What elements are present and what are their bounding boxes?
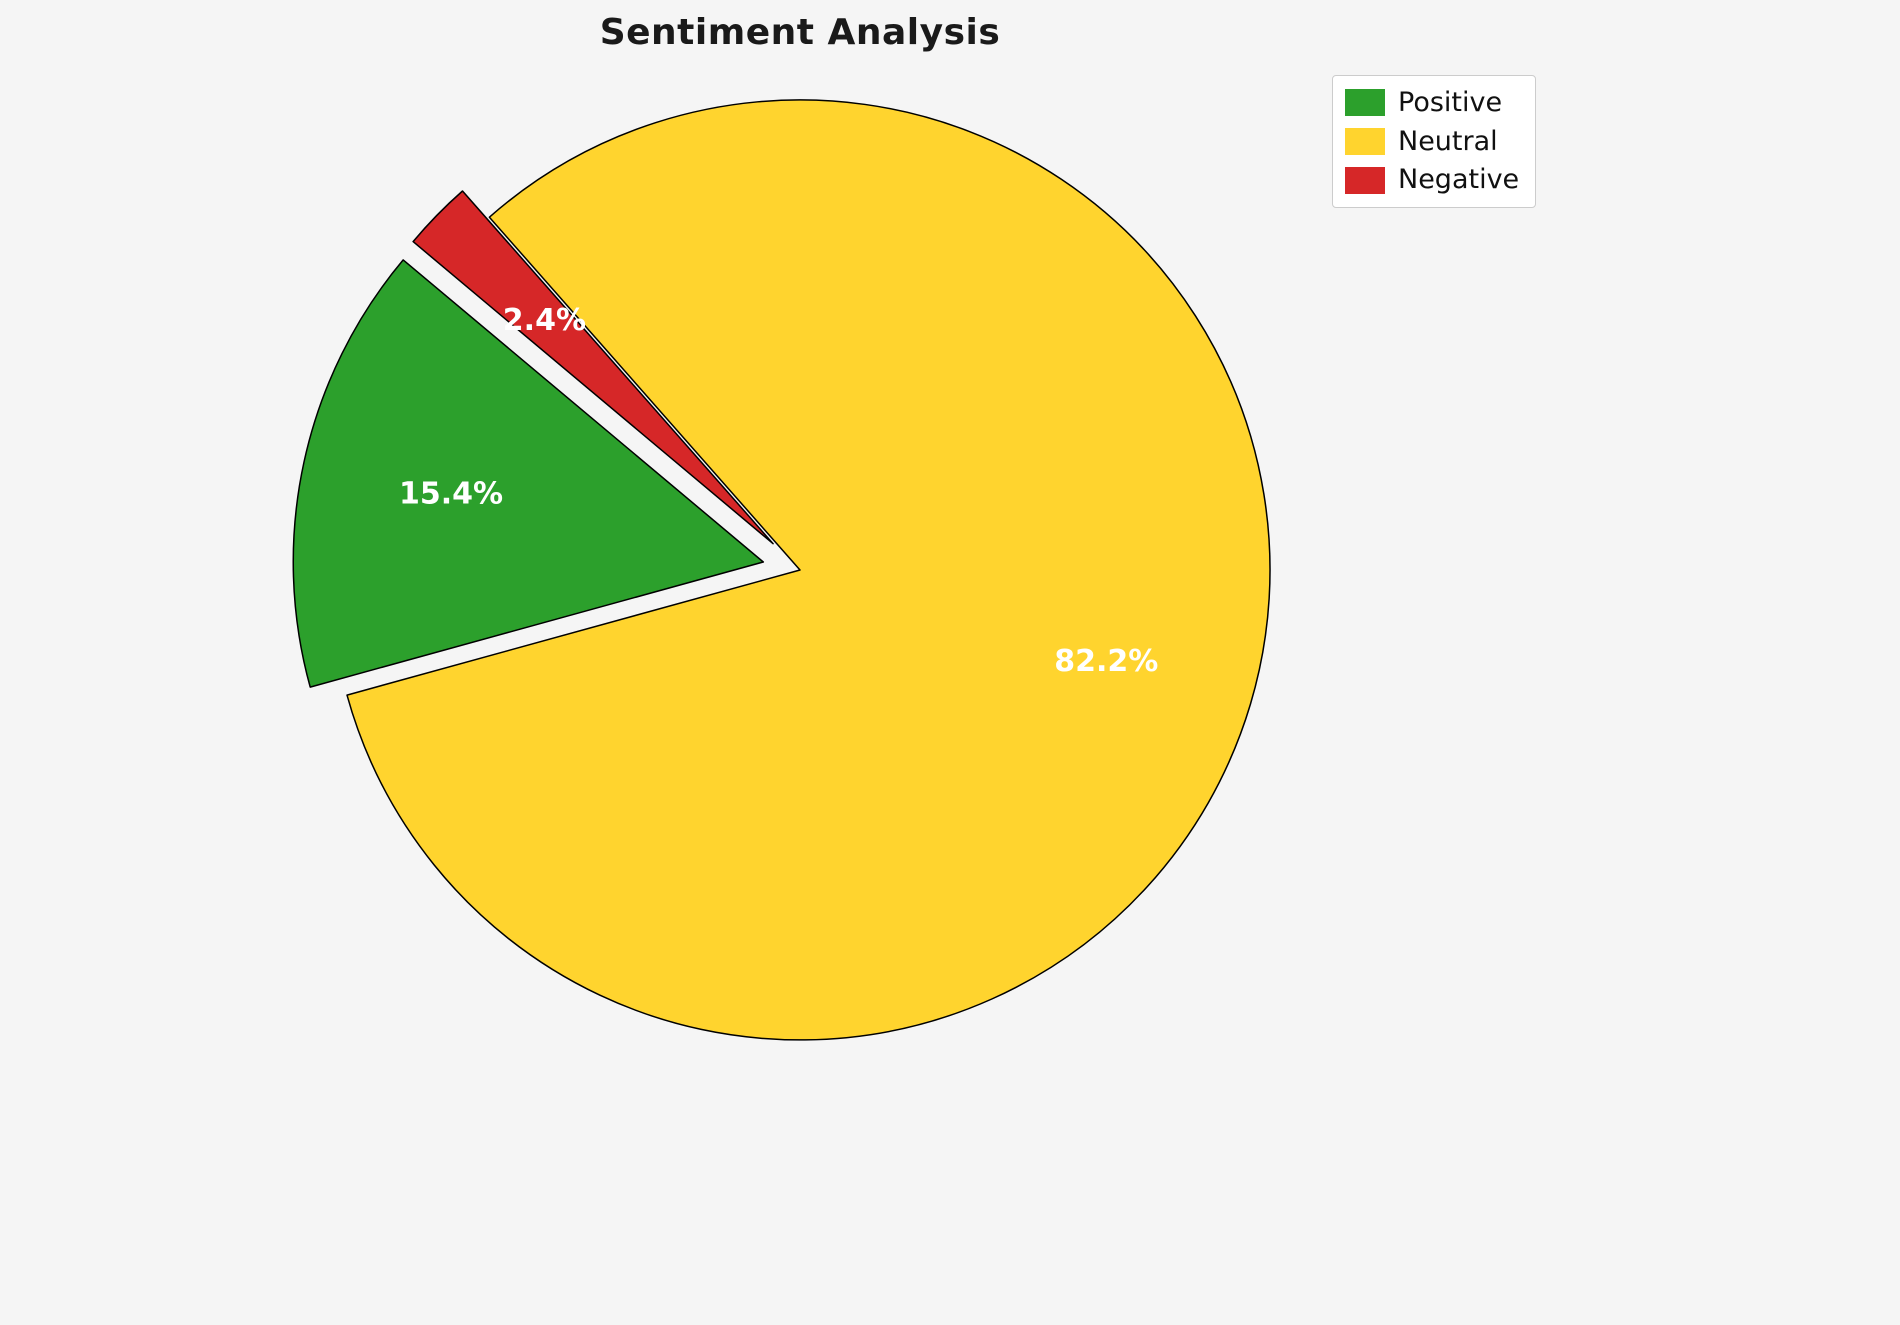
pct-label-negative: 2.4% (503, 303, 586, 338)
legend-swatch-positive (1345, 89, 1385, 117)
legend-item-positive: Positive (1345, 88, 1519, 118)
pct-label-positive: 15.4% (399, 477, 503, 512)
legend: Positive Neutral Negative (1332, 75, 1537, 209)
pie-slice-positive (292, 259, 765, 688)
legend-swatch-neutral (1345, 128, 1385, 156)
legend-label: Neutral (1398, 125, 1498, 157)
pct-label-neutral: 82.2% (1054, 644, 1158, 679)
legend-label: Negative (1398, 164, 1520, 196)
pie-slice-negative (412, 190, 774, 545)
legend-swatch-negative (1345, 166, 1385, 194)
legend-item-negative: Negative (1345, 165, 1519, 195)
chart-title: Sentiment Analysis (599, 12, 1001, 53)
legend-item-neutral: Neutral (1345, 125, 1519, 157)
pie-slice-neutral (346, 99, 1271, 1041)
legend-label: Positive (1398, 87, 1503, 118)
